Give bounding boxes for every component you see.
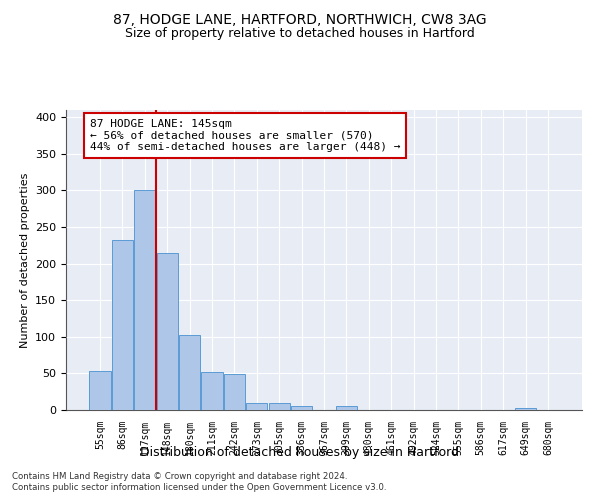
Bar (515, 408, 536, 410)
Text: Size of property relative to detached houses in Hartford: Size of property relative to detached ho… (125, 28, 475, 40)
Bar (336, 406, 357, 410)
Bar (224, 374, 245, 410)
Bar (89, 371, 111, 410)
Text: Distribution of detached houses by size in Hartford: Distribution of detached houses by size … (140, 446, 460, 459)
Bar (202, 372, 223, 410)
Bar (134, 190, 155, 410)
Text: 87 HODGE LANE: 145sqm
← 56% of detached houses are smaller (570)
44% of semi-det: 87 HODGE LANE: 145sqm ← 56% of detached … (90, 119, 401, 152)
Bar (157, 252, 178, 410)
Text: 87, HODGE LANE, HARTFORD, NORTHWICH, CW8 3AG: 87, HODGE LANE, HARTFORD, NORTHWICH, CW8… (113, 12, 487, 26)
Text: Contains HM Land Registry data © Crown copyright and database right 2024.: Contains HM Land Registry data © Crown c… (12, 472, 347, 481)
Bar (112, 240, 133, 410)
Bar (179, 334, 200, 410)
Bar (291, 406, 312, 410)
Bar (269, 404, 290, 410)
Bar (246, 402, 268, 410)
Text: Contains public sector information licensed under the Open Government Licence v3: Contains public sector information licen… (12, 484, 386, 492)
Y-axis label: Number of detached properties: Number of detached properties (20, 172, 29, 348)
